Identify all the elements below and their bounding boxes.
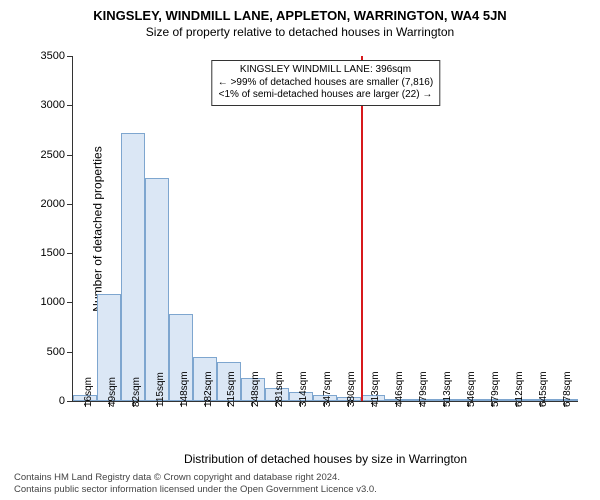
x-tick-label: 513sqm bbox=[442, 371, 453, 407]
chart-subtitle: Size of property relative to detached ho… bbox=[10, 25, 590, 39]
annotation-line: KINGSLEY WINDMILL LANE: 396sqm bbox=[218, 64, 433, 77]
plot-area: Number of detached properties Distributi… bbox=[72, 56, 578, 402]
x-tick-label: 645sqm bbox=[538, 371, 549, 407]
y-tick-label: 500 bbox=[47, 346, 73, 358]
footer-attribution: Contains HM Land Registry data © Crown c… bbox=[14, 472, 586, 496]
x-tick-label: 248sqm bbox=[250, 371, 261, 407]
x-tick-label: 115sqm bbox=[155, 372, 166, 407]
annotation-line: ← >99% of detached houses are smaller (7… bbox=[218, 77, 433, 90]
histogram-bar bbox=[145, 178, 169, 401]
x-tick-label: 16sqm bbox=[83, 377, 94, 407]
y-tick-label: 3000 bbox=[41, 99, 73, 111]
chart-container: KINGSLEY, WINDMILL LANE, APPLETON, WARRI… bbox=[0, 0, 600, 500]
x-tick-label: 215sqm bbox=[226, 371, 237, 407]
x-tick-label: 82sqm bbox=[131, 377, 142, 407]
x-tick-label: 413sqm bbox=[370, 371, 381, 407]
x-tick-label: 678sqm bbox=[562, 371, 573, 407]
x-tick-label: 49sqm bbox=[107, 377, 118, 407]
annotation-line: <1% of semi-detached houses are larger (… bbox=[218, 89, 433, 102]
histogram-bar bbox=[121, 133, 145, 401]
x-tick-label: 479sqm bbox=[418, 371, 429, 407]
y-axis-label: Number of detached properties bbox=[91, 146, 105, 311]
footer-line-1: Contains HM Land Registry data © Crown c… bbox=[14, 472, 586, 484]
x-tick-label: 148sqm bbox=[179, 371, 190, 407]
y-tick-label: 0 bbox=[59, 395, 73, 407]
x-axis-label: Distribution of detached houses by size … bbox=[184, 452, 467, 466]
annotation-box: KINGSLEY WINDMILL LANE: 396sqm← >99% of … bbox=[211, 60, 440, 106]
x-tick-label: 546sqm bbox=[466, 371, 477, 407]
y-tick-label: 2000 bbox=[41, 198, 73, 210]
y-tick-label: 2500 bbox=[41, 149, 73, 161]
reference-line bbox=[361, 56, 363, 401]
x-tick-label: 314sqm bbox=[298, 371, 309, 407]
y-tick-label: 1500 bbox=[41, 247, 73, 259]
x-tick-label: 380sqm bbox=[346, 371, 357, 407]
y-tick-label: 3500 bbox=[41, 50, 73, 62]
footer-line-2: Contains public sector information licen… bbox=[14, 484, 586, 496]
y-tick-label: 1000 bbox=[41, 296, 73, 308]
x-tick-label: 579sqm bbox=[490, 371, 501, 407]
chart-title: KINGSLEY, WINDMILL LANE, APPLETON, WARRI… bbox=[10, 8, 590, 23]
x-tick-label: 281sqm bbox=[274, 371, 285, 407]
x-tick-label: 612sqm bbox=[514, 371, 525, 407]
x-tick-label: 182sqm bbox=[203, 371, 214, 407]
x-tick-label: 446sqm bbox=[394, 371, 405, 407]
x-tick-label: 347sqm bbox=[322, 371, 333, 407]
